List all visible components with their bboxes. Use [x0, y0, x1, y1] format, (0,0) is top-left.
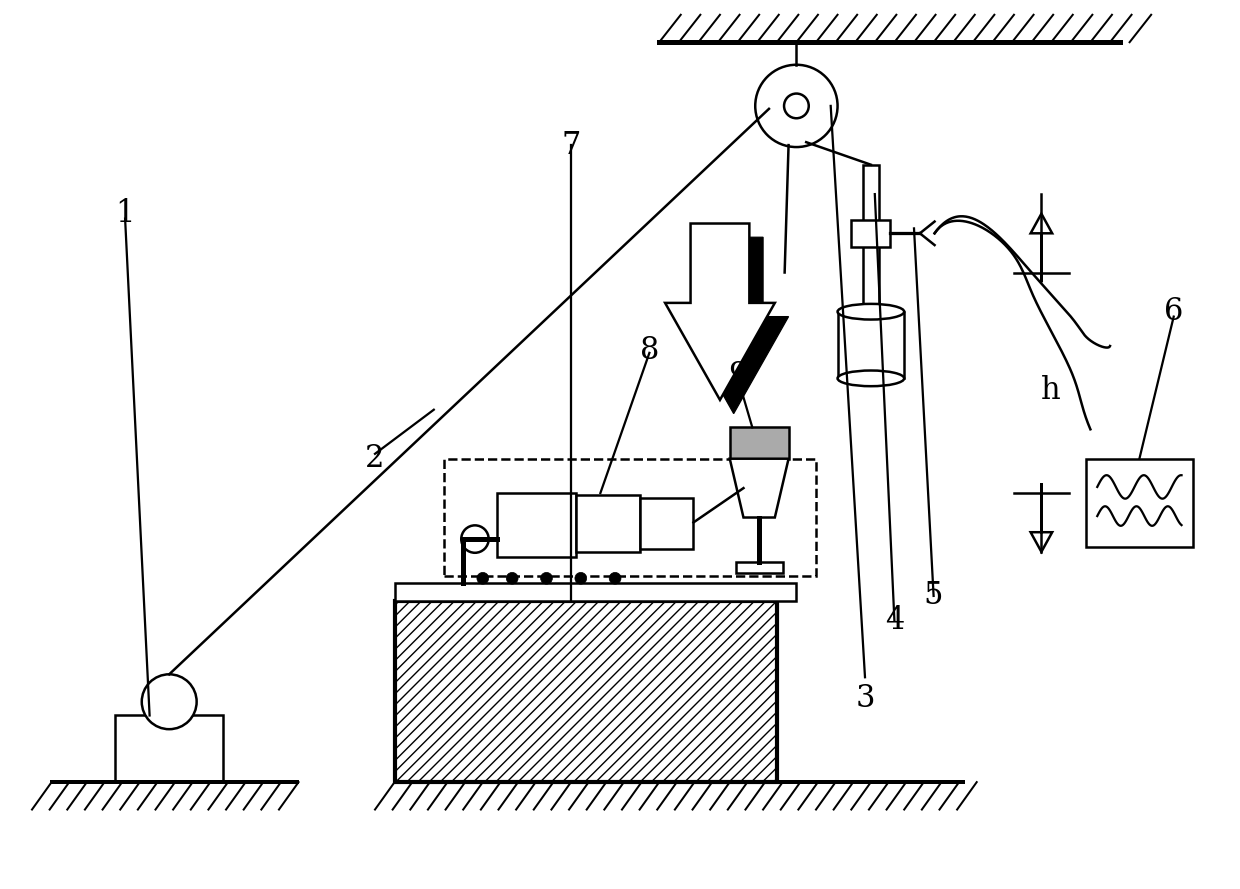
Circle shape [609, 573, 621, 584]
Bar [394, 583, 796, 601]
Bar [1085, 459, 1193, 547]
Text: 7: 7 [562, 130, 580, 161]
Text: 1: 1 [115, 198, 135, 229]
Circle shape [477, 573, 489, 584]
Bar [575, 495, 640, 552]
Circle shape [755, 65, 837, 147]
Text: 9: 9 [728, 360, 748, 391]
Bar [735, 562, 782, 573]
Bar [444, 459, 816, 576]
FancyArrow shape [1030, 213, 1053, 283]
Polygon shape [665, 223, 775, 400]
Bar [394, 601, 776, 782]
Text: 6: 6 [1164, 296, 1183, 327]
Ellipse shape [837, 371, 904, 386]
Text: 5: 5 [924, 581, 944, 612]
Bar [852, 220, 890, 247]
Text: 3: 3 [856, 684, 874, 714]
Circle shape [141, 675, 197, 729]
Ellipse shape [837, 304, 904, 319]
Bar [497, 493, 575, 557]
Bar [115, 716, 223, 782]
Text: h: h [1042, 374, 1061, 405]
FancyArrow shape [1030, 484, 1053, 552]
Polygon shape [730, 459, 789, 517]
Bar [863, 164, 879, 312]
Bar [730, 428, 789, 459]
Text: 2: 2 [366, 444, 384, 474]
Circle shape [575, 573, 587, 584]
Circle shape [461, 525, 489, 553]
Polygon shape [678, 237, 789, 413]
Text: 8: 8 [640, 335, 660, 366]
Circle shape [784, 93, 808, 118]
Bar [640, 498, 693, 549]
Bar [837, 312, 904, 379]
Circle shape [541, 573, 552, 584]
Circle shape [506, 573, 518, 584]
Text: 4: 4 [885, 605, 904, 636]
